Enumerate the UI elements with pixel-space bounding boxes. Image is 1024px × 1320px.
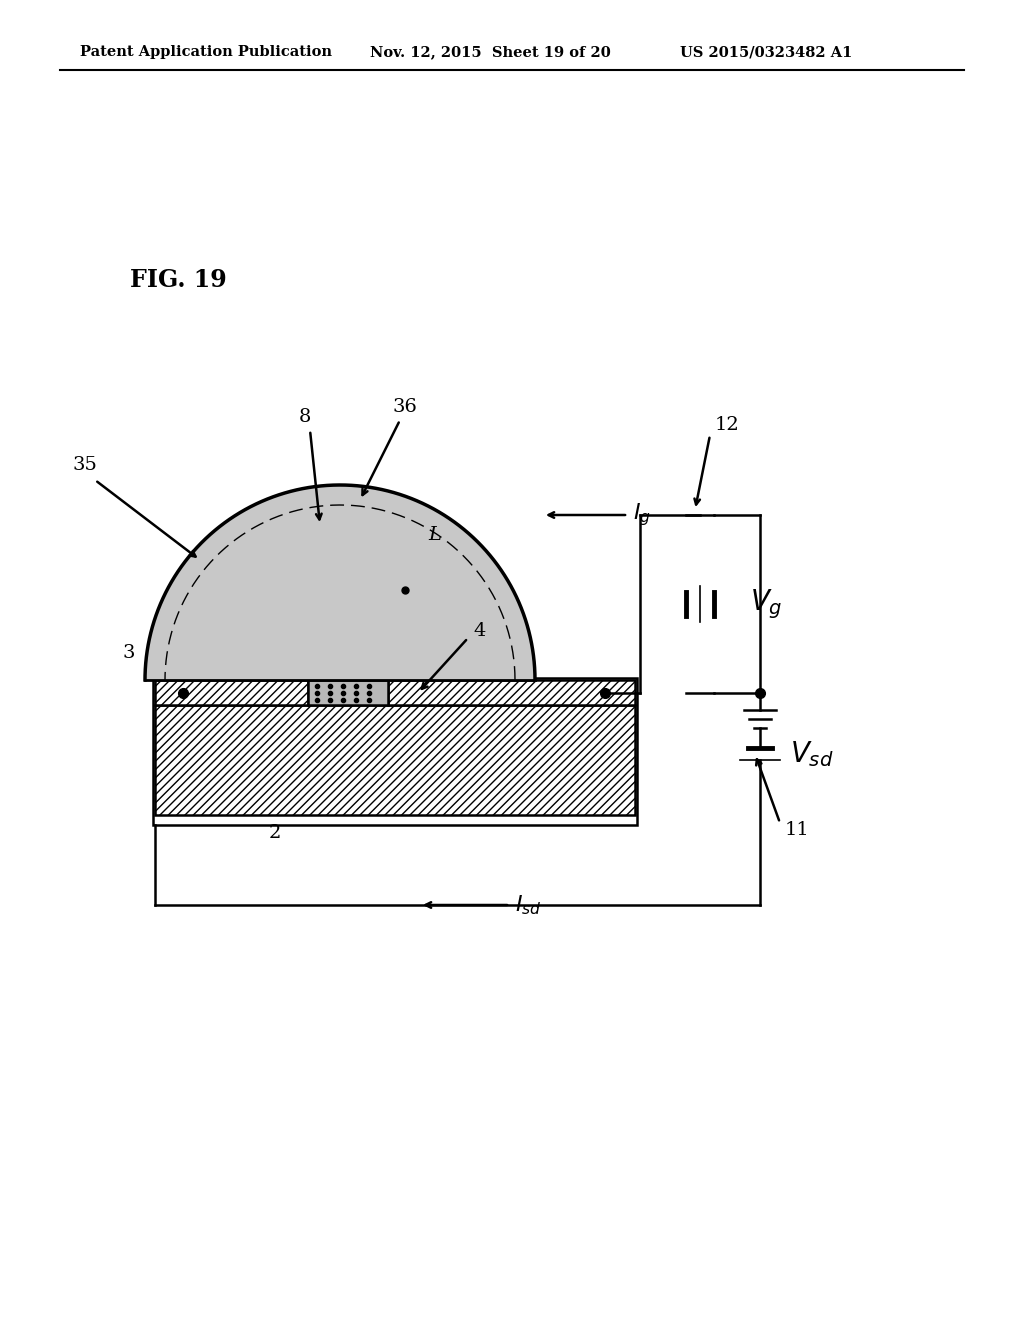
Text: Nov. 12, 2015  Sheet 19 of 20: Nov. 12, 2015 Sheet 19 of 20 xyxy=(370,45,610,59)
Polygon shape xyxy=(145,484,535,680)
Text: $V_g$: $V_g$ xyxy=(750,587,782,620)
Text: 8: 8 xyxy=(299,408,311,426)
Text: 12: 12 xyxy=(715,416,739,434)
Text: 3: 3 xyxy=(123,644,135,663)
Text: 35: 35 xyxy=(73,455,97,474)
Text: 11: 11 xyxy=(785,821,810,840)
Bar xyxy=(388,680,635,705)
Text: US 2015/0323482 A1: US 2015/0323482 A1 xyxy=(680,45,852,59)
Text: $I_{sd}$: $I_{sd}$ xyxy=(515,894,542,917)
Text: FIG. 19: FIG. 19 xyxy=(130,268,226,292)
Text: 2: 2 xyxy=(269,824,282,842)
Bar xyxy=(153,678,637,825)
Text: $I_g$: $I_g$ xyxy=(633,502,651,528)
Bar xyxy=(155,705,635,814)
Text: L: L xyxy=(428,525,441,544)
Bar xyxy=(155,680,308,705)
Bar xyxy=(155,680,308,705)
Bar xyxy=(308,680,388,705)
Text: 36: 36 xyxy=(392,399,418,416)
Bar xyxy=(388,680,635,705)
Text: Patent Application Publication: Patent Application Publication xyxy=(80,45,332,59)
Text: $V_{sd}$: $V_{sd}$ xyxy=(790,739,834,768)
Bar xyxy=(155,705,635,814)
Text: 4: 4 xyxy=(473,622,485,640)
